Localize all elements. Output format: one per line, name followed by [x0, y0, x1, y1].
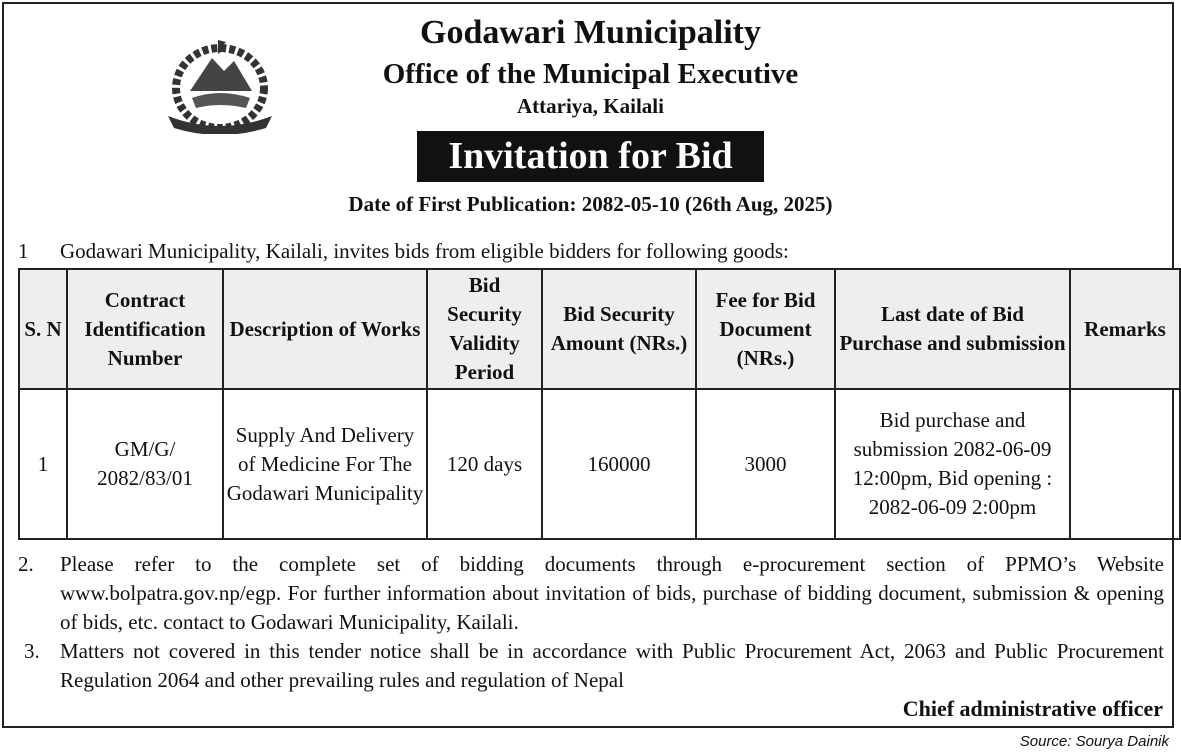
table-row: 1 GM/G/ 2082/83/01 Supply And Delivery o… — [18, 388, 1181, 540]
cell-last-date: Bid purchase and submission 2082-06-09 1… — [834, 388, 1071, 540]
intro-number: 1 — [18, 239, 29, 263]
office-name: Office of the Municipal Executive — [382, 58, 799, 90]
cell-description: Supply And Delivery of Medicine For The … — [222, 388, 428, 540]
cell-fee: 3000 — [695, 388, 836, 540]
col-validity: Bid Security Validity Period — [426, 268, 543, 390]
paragraph-3: 3. Matters not covered in this tender no… — [18, 637, 1164, 695]
col-fee: Fee for Bid Document (NRs.) — [695, 268, 836, 390]
emblem-logo — [168, 40, 272, 134]
paragraph-text: Please refer to the complete set of bidd… — [60, 552, 1164, 634]
org-name: Godawari Municipality — [420, 14, 761, 51]
publication-date: Date of First Publication: 2082-05-10 (2… — [348, 192, 833, 216]
notice-title: Invitation for Bid — [417, 131, 764, 182]
cell-security-amount: 160000 — [541, 388, 697, 540]
intro-line: 1 Godawari Municipality, Kailali, invites… — [18, 239, 789, 264]
col-sn: S. N — [18, 268, 68, 390]
col-last-date: Last date of Bid Purchase and submission — [834, 268, 1071, 390]
location: Attariya, Kailali — [517, 94, 664, 118]
col-contract-id: Contract Identification Number — [66, 268, 224, 390]
bid-table: S. N Contract Identification Number Desc… — [18, 268, 1181, 540]
signature: Chief administrative officer — [902, 696, 1163, 721]
col-security-amount: Bid Security Amount (NRs.) — [541, 268, 697, 390]
col-description: Description of Works — [222, 268, 428, 390]
paragraph-number: 3. — [24, 639, 40, 663]
paragraph-number: 2. — [18, 552, 34, 576]
cell-sn: 1 — [18, 388, 68, 540]
intro-text: Godawari Municipality, Kailali, invites … — [60, 239, 789, 263]
paragraph-2: 2. Please refer to the complete set of b… — [18, 550, 1164, 637]
table-header-row: S. N Contract Identification Number Desc… — [18, 268, 1181, 390]
cell-remarks — [1069, 388, 1181, 540]
source-credit: Source: Sourya Dainik — [1019, 733, 1169, 750]
cell-validity: 120 days — [426, 388, 543, 540]
paragraph-text: Matters not covered in this tender notic… — [60, 639, 1164, 692]
col-remarks: Remarks — [1069, 268, 1181, 390]
cell-contract-id: GM/G/ 2082/83/01 — [66, 388, 224, 540]
